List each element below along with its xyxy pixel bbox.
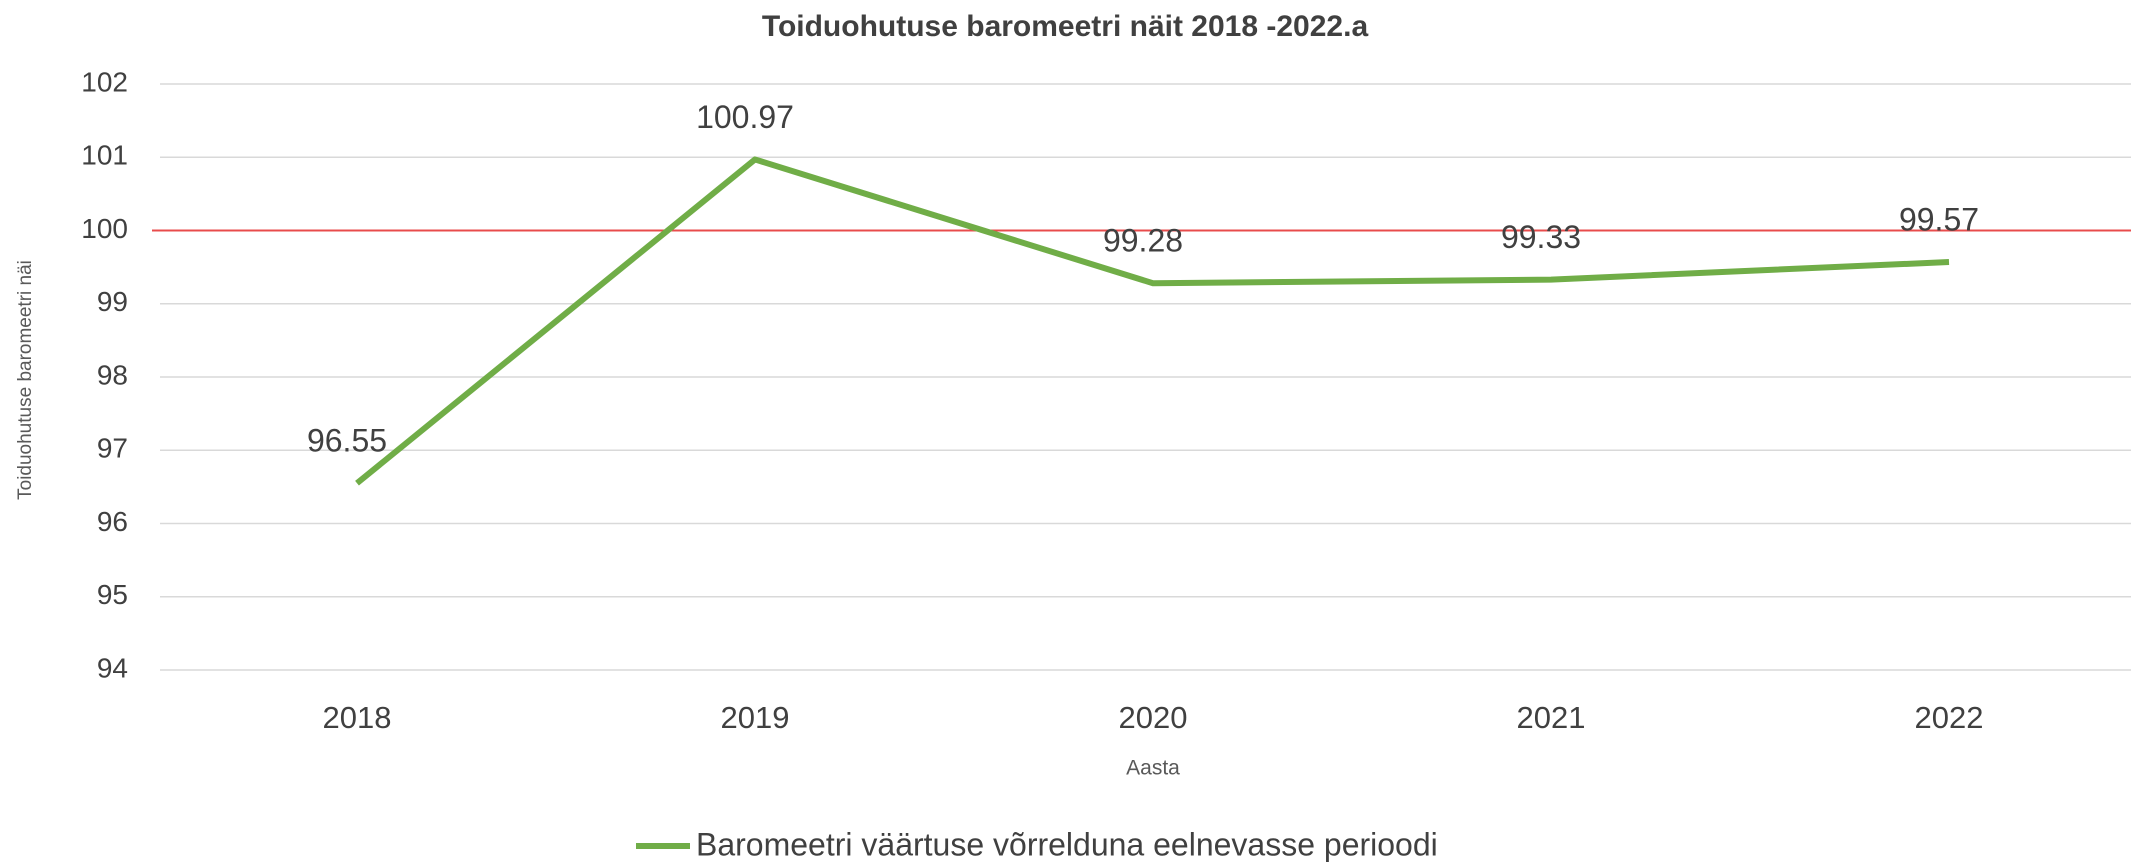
x-tick-label: 2018 <box>323 700 392 735</box>
y-tick-label: 94 <box>97 652 128 683</box>
x-tick-label: 2022 <box>1915 700 1984 735</box>
y-tick-label: 97 <box>97 433 128 464</box>
y-tick-label: 99 <box>97 286 128 317</box>
y-tick-label: 95 <box>97 579 128 610</box>
data-label: 96.55 <box>307 423 387 459</box>
data-line <box>355 156 1950 486</box>
x-tick-label: 2019 <box>721 700 790 735</box>
y-tick-label: 98 <box>97 359 128 390</box>
x-tick-label: 2020 <box>1119 700 1188 735</box>
y-tick-label: 100 <box>81 213 128 244</box>
data-label: 99.57 <box>1899 201 1979 237</box>
data-label: 100.97 <box>696 99 794 135</box>
y-axis-label: Toiduohutuse baromeetri näi <box>15 260 36 500</box>
chart-title: Toiduohutuse baromeetri näit 2018 -2022.… <box>762 10 1369 43</box>
y-tick-label: 96 <box>97 506 128 537</box>
y-tick-label: 102 <box>81 66 128 97</box>
data-label: 99.28 <box>1103 223 1183 259</box>
data-label: 99.33 <box>1501 219 1581 255</box>
x-axis-label: Aasta <box>1126 757 1180 780</box>
x-tick-label: 2021 <box>1517 700 1586 735</box>
y-tick-label: 101 <box>81 140 128 171</box>
legend-label: Baromeetri väärtuse võrrelduna eelnevass… <box>696 826 1438 862</box>
